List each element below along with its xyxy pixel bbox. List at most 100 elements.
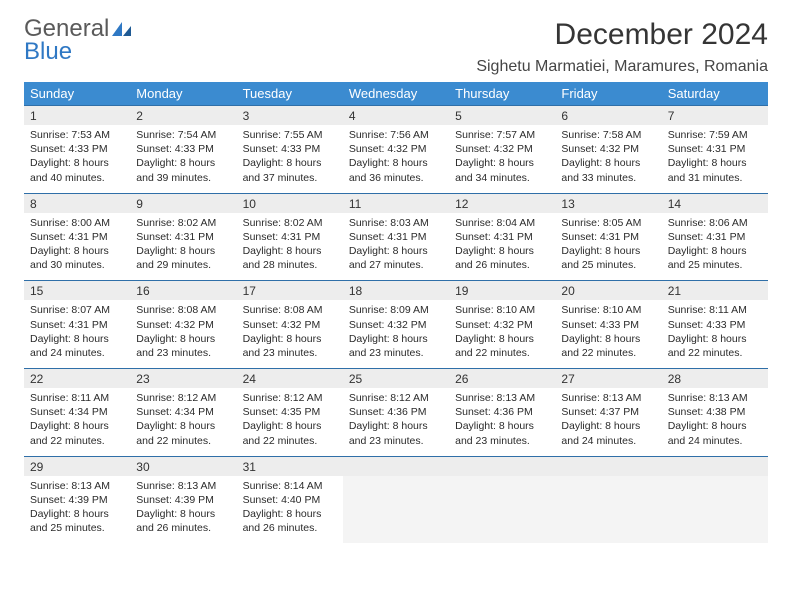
day-number: 24 <box>237 369 343 388</box>
sunset: Sunset: 4:32 PM <box>349 318 443 332</box>
daylight2: and 22 minutes. <box>30 434 124 448</box>
daylight1: Daylight: 8 hours <box>349 332 443 346</box>
day-number-cell: 4 <box>343 106 449 126</box>
day-detail: Sunrise: 8:13 AMSunset: 4:37 PMDaylight:… <box>555 388 661 456</box>
daylight1: Daylight: 8 hours <box>30 419 124 433</box>
weekday-header: Saturday <box>662 82 768 106</box>
sunrise: Sunrise: 8:12 AM <box>136 391 230 405</box>
sunset: Sunset: 4:33 PM <box>243 142 337 156</box>
sunset: Sunset: 4:33 PM <box>561 318 655 332</box>
day-number-cell: 25 <box>343 369 449 389</box>
sunrise: Sunrise: 8:11 AM <box>668 303 762 317</box>
brand-part2: Blue <box>24 41 133 64</box>
daylight1: Daylight: 8 hours <box>136 156 230 170</box>
day-number-cell: 18 <box>343 281 449 301</box>
day-number-cell: 11 <box>343 193 449 213</box>
daylight2: and 26 minutes. <box>136 521 230 535</box>
day-detail: Sunrise: 8:14 AMSunset: 4:40 PMDaylight:… <box>237 476 343 544</box>
day-number: 30 <box>130 457 236 476</box>
day-detail: Sunrise: 7:54 AMSunset: 4:33 PMDaylight:… <box>130 125 236 193</box>
daylight1: Daylight: 8 hours <box>561 332 655 346</box>
day-detail-cell <box>662 476 768 544</box>
day-detail-cell: Sunrise: 8:12 AMSunset: 4:36 PMDaylight:… <box>343 388 449 456</box>
day-number-cell: 9 <box>130 193 236 213</box>
day-detail: Sunrise: 8:00 AMSunset: 4:31 PMDaylight:… <box>24 213 130 281</box>
details-row: Sunrise: 8:00 AMSunset: 4:31 PMDaylight:… <box>24 213 768 281</box>
daylight2: and 22 minutes. <box>136 434 230 448</box>
daynum-row: 293031 <box>24 456 768 476</box>
day-number-cell: 12 <box>449 193 555 213</box>
day-number: 21 <box>662 281 768 300</box>
day-number: 12 <box>449 194 555 213</box>
day-number: 8 <box>24 194 130 213</box>
day-number: 22 <box>24 369 130 388</box>
sunset: Sunset: 4:31 PM <box>349 230 443 244</box>
day-number: 28 <box>662 369 768 388</box>
day-number: 16 <box>130 281 236 300</box>
day-detail: Sunrise: 8:02 AMSunset: 4:31 PMDaylight:… <box>130 213 236 281</box>
sunrise: Sunrise: 7:54 AM <box>136 128 230 142</box>
day-number: 23 <box>130 369 236 388</box>
day-detail-cell: Sunrise: 8:11 AMSunset: 4:34 PMDaylight:… <box>24 388 130 456</box>
day-number-cell: 24 <box>237 369 343 389</box>
sunrise: Sunrise: 8:10 AM <box>455 303 549 317</box>
daylight2: and 40 minutes. <box>30 171 124 185</box>
sunset: Sunset: 4:32 PM <box>243 318 337 332</box>
day-detail-cell: Sunrise: 8:13 AMSunset: 4:37 PMDaylight:… <box>555 388 661 456</box>
day-detail-cell: Sunrise: 7:54 AMSunset: 4:33 PMDaylight:… <box>130 125 236 193</box>
daylight1: Daylight: 8 hours <box>243 507 337 521</box>
sunrise: Sunrise: 7:53 AM <box>30 128 124 142</box>
daylight1: Daylight: 8 hours <box>136 244 230 258</box>
day-detail-cell: Sunrise: 8:02 AMSunset: 4:31 PMDaylight:… <box>130 213 236 281</box>
day-number-cell: 5 <box>449 106 555 126</box>
daynum-row: 22232425262728 <box>24 369 768 389</box>
day-number: 29 <box>24 457 130 476</box>
daylight1: Daylight: 8 hours <box>668 332 762 346</box>
day-detail-cell: Sunrise: 8:06 AMSunset: 4:31 PMDaylight:… <box>662 213 768 281</box>
details-row: Sunrise: 7:53 AM Sunset: 4:33 PM Daylight:… <box>24 125 768 193</box>
header: General Blue December 2024 Sighetu Marma… <box>24 18 768 76</box>
calendar-page: General Blue December 2024 Sighetu Marma… <box>0 0 792 561</box>
day-number-cell: 31 <box>237 456 343 476</box>
day-number: 11 <box>343 194 449 213</box>
day-detail-cell: Sunrise: 7:56 AMSunset: 4:32 PMDaylight:… <box>343 125 449 193</box>
day-detail: Sunrise: 8:12 AMSunset: 4:34 PMDaylight:… <box>130 388 236 456</box>
daynum-row: 891011121314 <box>24 193 768 213</box>
day-detail: Sunrise: 7:56 AMSunset: 4:32 PMDaylight:… <box>343 125 449 193</box>
daylight2: and 28 minutes. <box>243 258 337 272</box>
daylight2: and 33 minutes. <box>561 171 655 185</box>
day-detail-cell: Sunrise: 8:13 AMSunset: 4:39 PMDaylight:… <box>24 476 130 544</box>
daylight2: and 39 minutes. <box>136 171 230 185</box>
daylight1: Daylight: 8 hours <box>349 156 443 170</box>
daylight1: Daylight: 8 hours <box>243 419 337 433</box>
weekday-header: Thursday <box>449 82 555 106</box>
day-number: 7 <box>662 106 768 125</box>
sunrise: Sunrise: 8:13 AM <box>30 479 124 493</box>
daylight2: and 26 minutes. <box>455 258 549 272</box>
daylight2: and 26 minutes. <box>243 521 337 535</box>
day-number: 4 <box>343 106 449 125</box>
brand-logo: General Blue <box>24 18 133 64</box>
daylight2: and 25 minutes. <box>30 521 124 535</box>
sunset: Sunset: 4:39 PM <box>136 493 230 507</box>
day-number-cell: 21 <box>662 281 768 301</box>
day-detail: Sunrise: 7:59 AMSunset: 4:31 PMDaylight:… <box>662 125 768 193</box>
day-detail-cell: Sunrise: 8:13 AMSunset: 4:36 PMDaylight:… <box>449 388 555 456</box>
sunrise: Sunrise: 8:12 AM <box>349 391 443 405</box>
sunset: Sunset: 4:32 PM <box>561 142 655 156</box>
day-number: 18 <box>343 281 449 300</box>
sunset: Sunset: 4:31 PM <box>136 230 230 244</box>
daynum-row: 1234567 <box>24 106 768 126</box>
day-detail-cell: Sunrise: 7:53 AMSunset: 4:33 PMDaylight:… <box>24 125 130 193</box>
daylight2: and 36 minutes. <box>349 171 443 185</box>
sunset: Sunset: 4:32 PM <box>455 142 549 156</box>
day-detail-cell: Sunrise: 8:12 AMSunset: 4:35 PMDaylight:… <box>237 388 343 456</box>
daylight2: and 24 minutes. <box>561 434 655 448</box>
day-detail: Sunrise: 8:05 AMSunset: 4:31 PMDaylight:… <box>555 213 661 281</box>
weekday-header-row: Sunday Monday Tuesday Wednesday Thursday… <box>24 82 768 106</box>
daylight1: Daylight: 8 hours <box>668 156 762 170</box>
day-detail-cell: Sunrise: 8:05 AMSunset: 4:31 PMDaylight:… <box>555 213 661 281</box>
details-row: Sunrise: 8:13 AM Sunset: 4:39 PM Daylight:… <box>24 476 768 544</box>
daylight1: Daylight: 8 hours <box>30 332 124 346</box>
day-detail: Sunrise: 7:57 AMSunset: 4:32 PMDaylight:… <box>449 125 555 193</box>
